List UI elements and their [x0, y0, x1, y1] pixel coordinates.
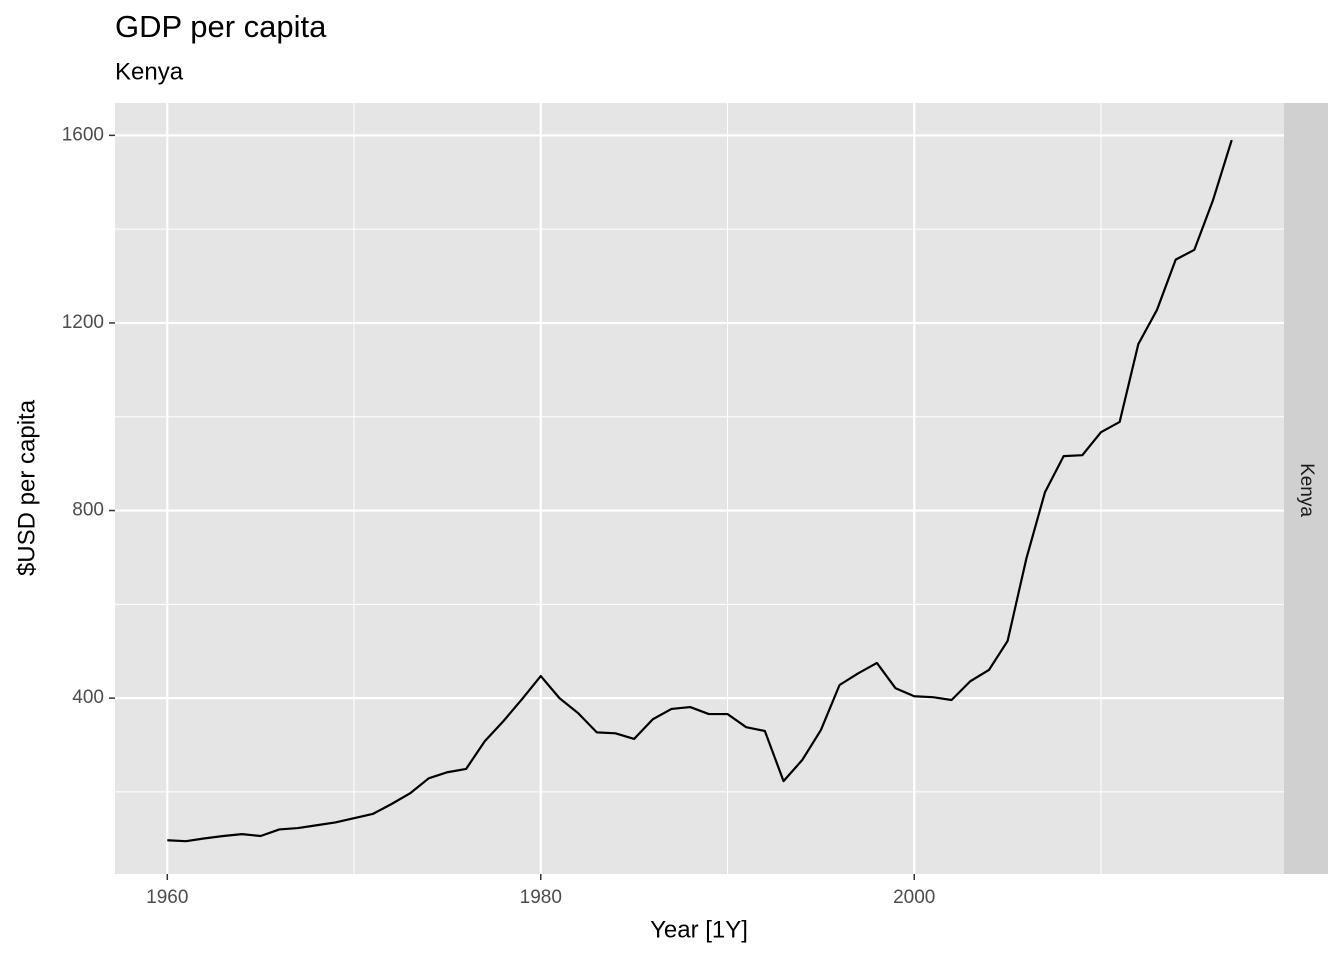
y-tick-label: 1200: [62, 312, 104, 333]
chart-title: GDP per capita: [115, 9, 327, 44]
x-tick-label: 1960: [146, 887, 188, 908]
y-tick-label: 400: [72, 687, 104, 708]
x-axis-label: Year [1Y]: [650, 916, 748, 943]
line-series: [167, 139, 1233, 843]
x-tick-label: 2000: [893, 887, 935, 908]
facet-label: Kenya: [1296, 463, 1317, 517]
x-tick-label: 1980: [520, 887, 562, 908]
chart-subtitle: Kenya: [115, 58, 184, 85]
y-axis-label: $USD per capita: [13, 399, 40, 576]
facet-strip: [1284, 103, 1328, 874]
y-tick-label: 1600: [62, 124, 104, 145]
panel: [115, 103, 1284, 874]
y-tick-label: 800: [72, 500, 104, 521]
